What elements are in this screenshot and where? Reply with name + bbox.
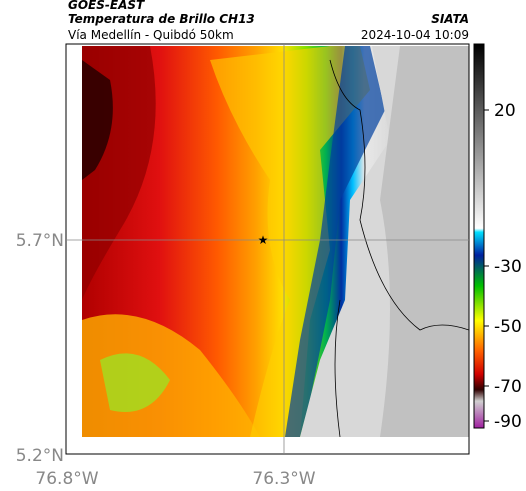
satellite-image: [82, 46, 469, 437]
title: Temperatura de Brillo CH13: [68, 12, 255, 26]
colorbar: [473, 43, 485, 429]
map-frame: [65, 43, 470, 455]
axes: 5.7°N 5.2°N 76.8°W 76.3°W: [16, 231, 316, 489]
colorbar-tick-label: 20: [494, 101, 516, 121]
colorbar-tick-label: -70: [494, 377, 522, 397]
subtitle: Vía Medellín - Quibdó 50km: [68, 28, 234, 42]
colorbar-tick-label: -30: [494, 257, 522, 277]
colorbar-tick-label: -50: [494, 317, 522, 337]
lon-label: 76.8°W: [35, 469, 98, 489]
lat-label: 5.2°N: [16, 446, 64, 466]
location-star: ★: [258, 233, 269, 247]
org: SIATA: [431, 12, 469, 26]
colorbar-tick-label: -90: [494, 412, 522, 432]
source: GOES-EAST: [68, 0, 145, 12]
lat-label: 5.7°N: [16, 231, 64, 251]
lon-label: 76.3°W: [252, 469, 315, 489]
datetime: 2024-10-04 10:09: [361, 28, 469, 42]
header: GOES-EAST Temperatura de Brillo CH13 Vía…: [68, 0, 469, 42]
colorbar-ticks: 20 -30 -50 -70 -90: [484, 101, 522, 432]
